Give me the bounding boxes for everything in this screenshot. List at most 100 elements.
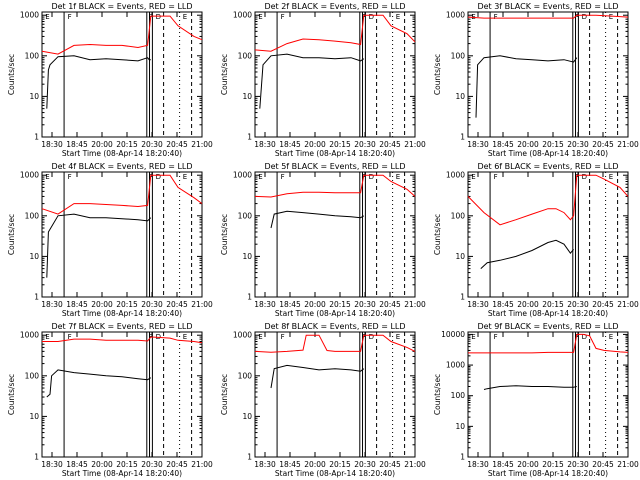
series-events [46,213,152,278]
panel-8: Det 8f BLACK = Events, RED = LLD 1 10 100 10… [220,322,426,478]
x-tick-label: 20:30 [567,300,589,309]
x-axis-label: Start Time (08-Apr-14 18:20:40) [62,149,182,158]
x-tick-label: 20:45 [379,300,401,309]
x-tick-label: 18:45 [279,300,301,309]
y-tick-label: 1 [34,293,39,302]
y-tick-label: 1 [247,293,252,302]
series-events [46,55,151,109]
series-events [259,53,365,109]
x-tick-label: 18:30 [467,140,489,149]
x-tick-label: 20:15 [542,140,564,149]
y-tick-label: 1 [460,453,465,462]
flare-marker: E [183,13,187,21]
x-tick-label: 18:30 [41,300,63,309]
x-tick-label: 20:45 [379,140,401,149]
x-tick-label: 18:45 [492,460,514,469]
plot-frame [254,331,416,458]
x-tick-label: 18:45 [279,460,301,469]
flare-marker: F [68,333,72,341]
flare-marker: D [369,13,374,21]
series-events [46,369,152,398]
y-tick-label: 1 [247,453,252,462]
flare-marker: D [582,13,587,21]
x-axis-label: Start Time (08-Apr-14 18:20:40) [488,309,608,318]
flare-marker: E [258,333,262,341]
x-tick-label: 20:00 [91,140,113,149]
y-tick-label: 1000 [20,171,39,180]
x-tick-label: 21:00 [191,300,213,309]
series-lld [254,174,416,198]
panel-9: Det 9f BLACK = Events, RED = LLD 1 10 100 10… [433,322,639,478]
y-tick-label: 1000 [20,331,39,340]
panel-6: Det 6f BLACK = Events, RED = LLD 1 10 100 10… [433,162,639,318]
series-lld [467,14,629,19]
panel-title: Det 5f BLACK = Events, RED = LLD [264,162,405,171]
y-tick-label: 10 [455,422,465,431]
y-tick-label: 100 [238,51,253,60]
flare-marker: E [471,333,475,341]
series-events [483,385,577,390]
x-tick-label: 20:00 [517,140,539,149]
flare-marker: E [258,173,262,181]
flare-marker: E [396,333,400,341]
x-axis-label: Start Time (08-Apr-14 18:20:40) [275,149,395,158]
x-tick-label: 20:15 [329,300,351,309]
x-tick-label: 20:00 [517,460,539,469]
y-tick-label: 10 [29,412,39,421]
x-axis-label: Start Time (08-Apr-14 18:20:40) [275,469,395,478]
x-tick-label: 18:30 [254,300,276,309]
x-tick-label: 20:15 [116,300,138,309]
x-tick-label: 20:30 [141,300,163,309]
flare-marker: E [396,173,400,181]
flare-marker: F [494,173,498,181]
x-tick-label: 20:45 [592,140,614,149]
x-tick-label: 18:45 [66,460,88,469]
y-tick-label: 100 [451,391,466,400]
panel-2: Det 2f BLACK = Events, RED = LLD 1 10 100 10… [220,2,426,158]
y-axis-label: Counts/sec [220,374,229,415]
flare-marker: F [494,13,498,21]
series-events [475,55,578,118]
y-axis-label: Counts/sec [7,214,16,255]
y-tick-label: 100 [25,211,40,220]
flare-marker: F [494,333,498,341]
y-tick-label: 1 [34,453,39,462]
x-axis-label: Start Time (08-Apr-14 18:20:40) [488,149,608,158]
y-tick-label: 1000 [233,171,252,180]
x-tick-label: 20:45 [592,460,614,469]
x-tick-label: 18:45 [66,140,88,149]
x-tick-label: 18:30 [254,140,276,149]
flare-marker: F [281,13,285,21]
plot-frame [467,331,629,458]
plot-frame [254,171,416,298]
y-axis-label: Counts/sec [7,374,16,415]
y-tick-label: 100 [451,211,466,220]
y-tick-label: 1000 [233,331,252,340]
flare-marker: D [582,173,587,181]
x-tick-label: 21:00 [617,300,639,309]
panel-4: Det 4f BLACK = Events, RED = LLD 1 10 100 10… [7,162,213,318]
x-tick-label: 18:30 [467,300,489,309]
y-axis-label: Counts/sec [7,54,16,95]
flare-marker: F [574,13,578,21]
x-axis-label: Start Time (08-Apr-14 18:20:40) [275,309,395,318]
y-tick-label: 10 [455,92,465,101]
x-tick-label: 21:00 [617,140,639,149]
x-tick-label: 20:30 [567,460,589,469]
x-tick-label: 20:00 [304,460,326,469]
x-tick-label: 20:30 [567,140,589,149]
x-tick-label: 20:30 [141,460,163,469]
panel-3: Det 3f BLACK = Events, RED = LLD 1 10 100 10… [433,2,639,158]
y-axis-label: Counts/sec [433,54,442,95]
x-tick-label: 20:30 [354,460,376,469]
panel-title: Det 8f BLACK = Events, RED = LLD [264,322,405,331]
x-tick-label: 20:15 [116,140,138,149]
series-lld [468,333,629,354]
x-tick-label: 20:15 [329,460,351,469]
x-tick-label: 20:15 [542,300,564,309]
y-tick-label: 100 [25,51,40,60]
flare-marker: E [609,13,613,21]
y-tick-label: 1000 [446,11,465,20]
x-tick-label: 20:15 [116,460,138,469]
